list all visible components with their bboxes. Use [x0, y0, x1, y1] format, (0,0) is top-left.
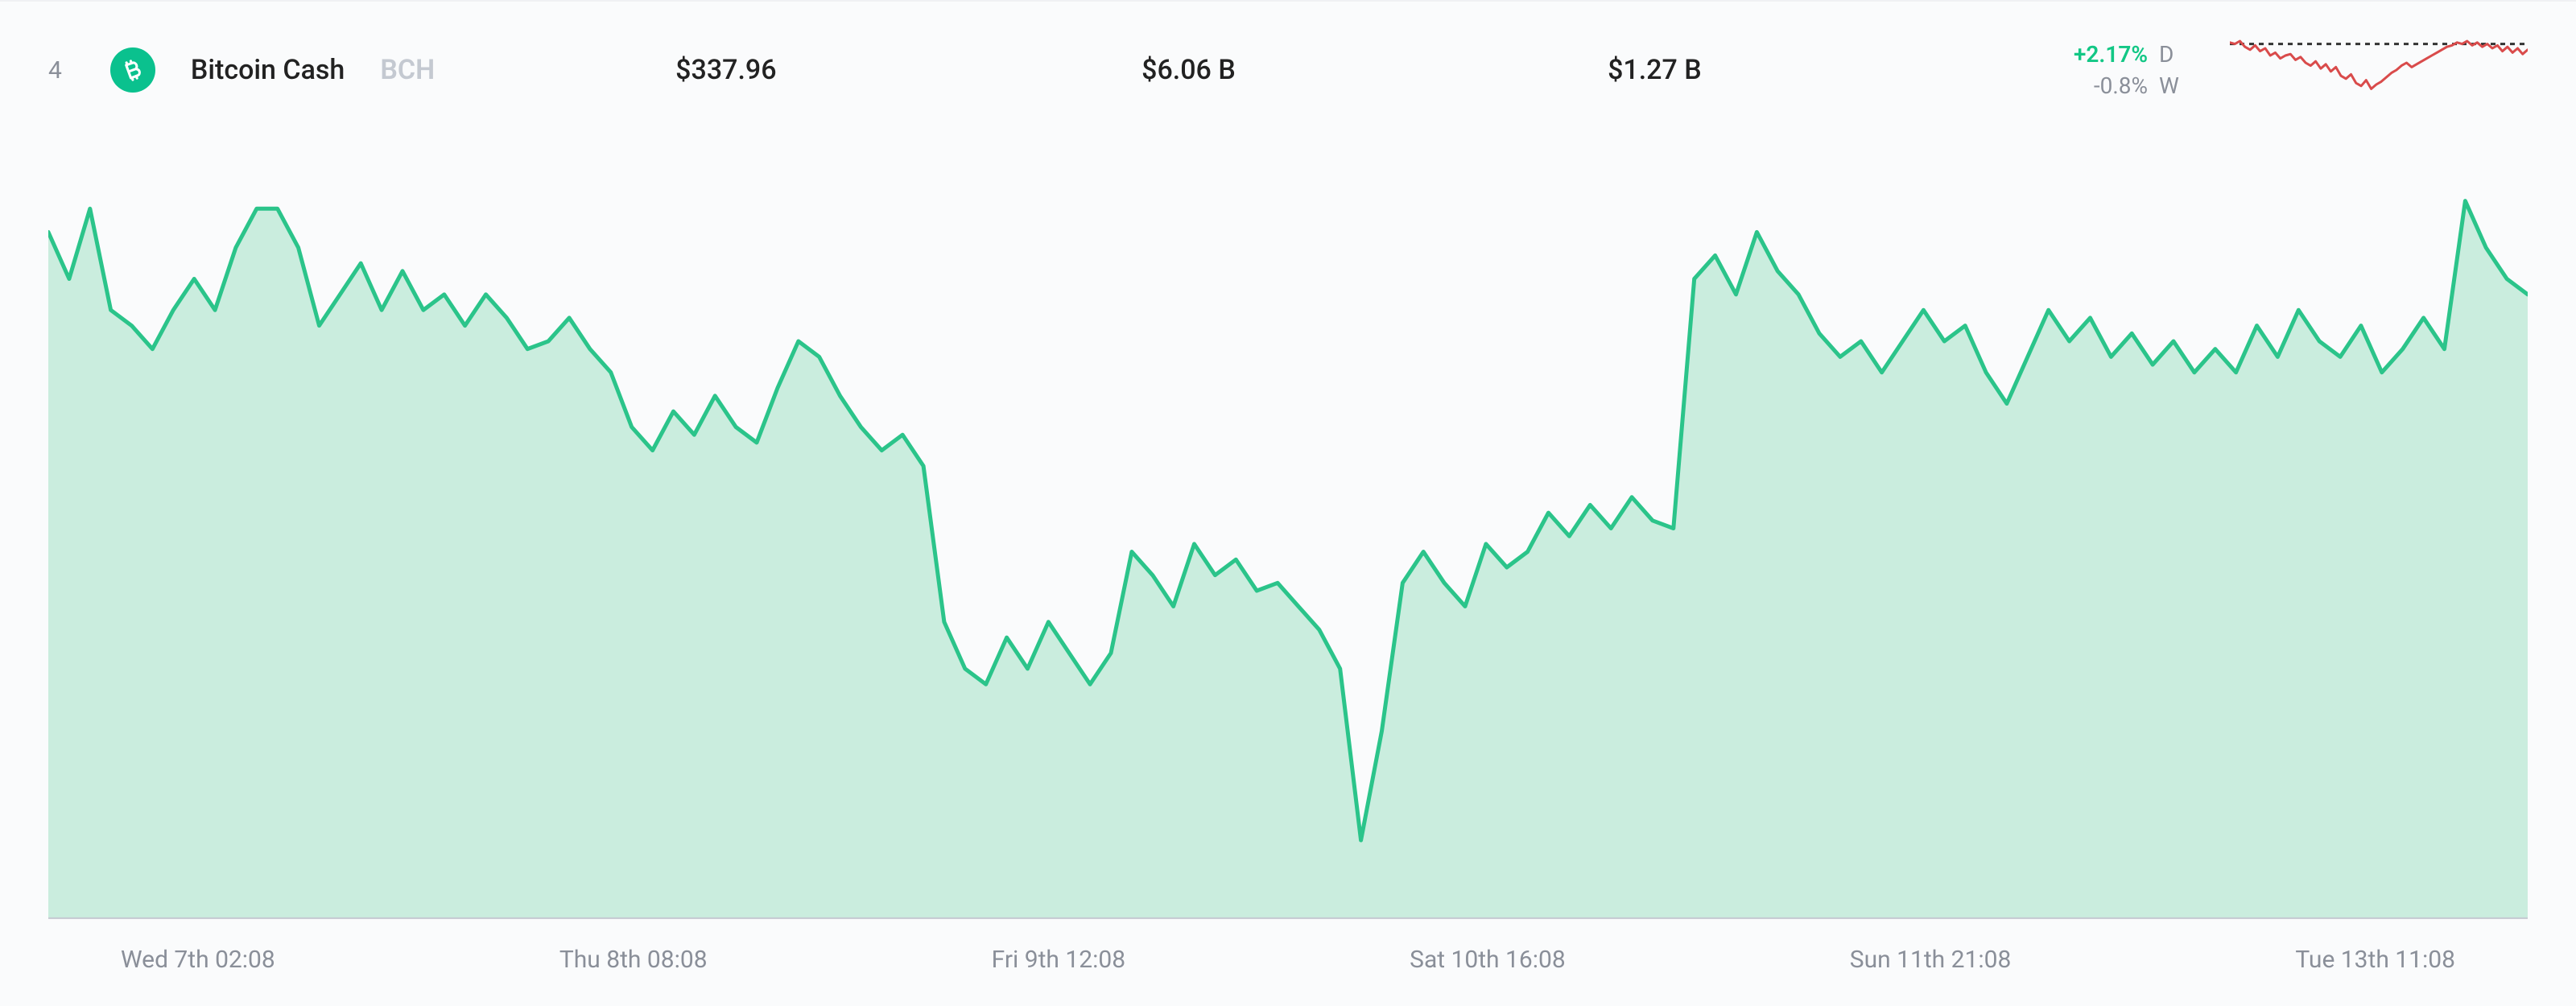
week-change-row: -0.8% W [2094, 72, 2182, 99]
coin-header[interactable]: 4 Bitcoin Cash BCH $337.96 $6.06 B $1.27… [0, 0, 2576, 130]
coin-name: Bitcoin Cash [191, 54, 345, 86]
day-change: +2.17% [2074, 41, 2148, 68]
rank: 4 [48, 56, 62, 85]
x-tick-label: Tue 13th 11:08 [2295, 946, 2455, 974]
chart-area: Wed 7th 02:08 Thu 8th 08:08 Fri 9th 12:08 S… [0, 130, 2576, 1006]
volume: $1.27 B [1608, 54, 1833, 86]
week-label: W [2159, 72, 2182, 99]
week-change: -0.8% [2094, 72, 2148, 99]
sparkline-chart [2230, 34, 2528, 106]
x-axis: Wed 7th 02:08 Thu 8th 08:08 Fri 9th 12:08 S… [48, 926, 2528, 974]
x-tick-label: Wed 7th 02:08 [121, 946, 275, 974]
crypto-row: 4 Bitcoin Cash BCH $337.96 $6.06 B $1.27… [0, 0, 2576, 1006]
day-change-row: +2.17% D [2074, 41, 2182, 68]
day-label: D [2159, 41, 2182, 68]
x-tick-label: Sat 10th 16:08 [1410, 946, 1566, 974]
price: $337.96 [675, 54, 901, 86]
main-chart[interactable] [48, 130, 2528, 926]
change-block: +2.17% D -0.8% W [2074, 41, 2182, 99]
x-tick-label: Thu 8th 08:08 [559, 946, 708, 974]
coin-symbol: BCH [380, 54, 435, 86]
bitcoin-cash-icon [110, 47, 155, 93]
market-cap: $6.06 B [1141, 54, 1367, 86]
x-tick-label: Sun 11th 21:08 [1850, 946, 2012, 974]
x-tick-label: Fri 9th 12:08 [992, 946, 1125, 974]
